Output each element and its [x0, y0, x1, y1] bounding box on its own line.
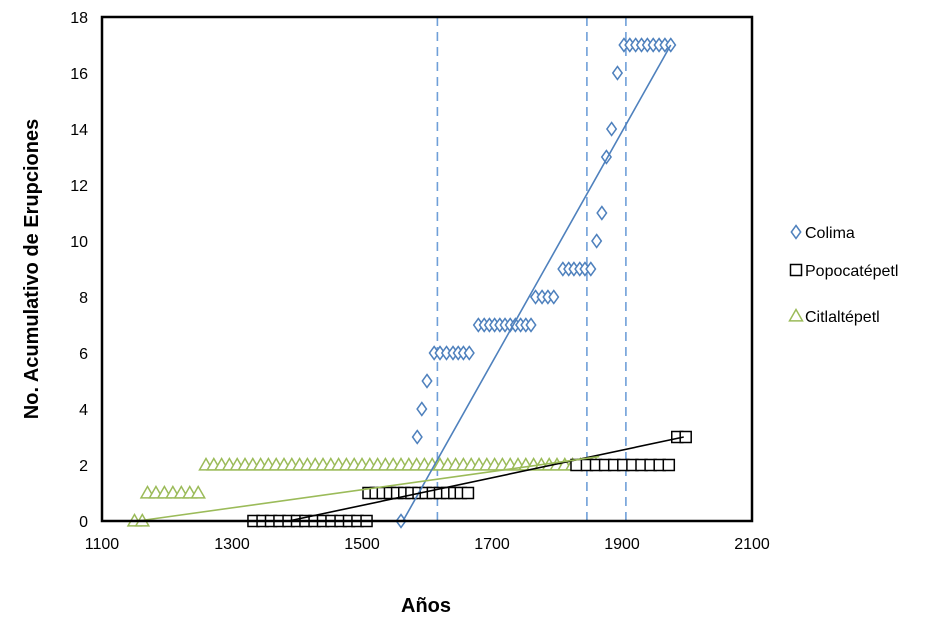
data-point [411, 429, 423, 445]
y-tick-label: 18 [70, 10, 88, 27]
data-point [421, 373, 433, 389]
data-point [461, 486, 475, 500]
x-tick-label: 1300 [214, 536, 250, 553]
trendline [288, 436, 684, 522]
y-tick-label: 0 [79, 514, 88, 531]
data-point [611, 65, 624, 81]
y-tick-label: 16 [70, 66, 88, 83]
legend-label: Colima [805, 225, 855, 242]
trendline [137, 455, 600, 522]
x-axis-title: Años [401, 595, 451, 617]
series-diamond [395, 37, 677, 529]
data-point [548, 289, 560, 305]
y-tick-label: 4 [79, 402, 88, 419]
y-axis-title: No. Acumulativo de Erupciones [21, 119, 43, 419]
x-tick-label: 1900 [604, 536, 640, 553]
data-point [416, 401, 428, 417]
y-tick-label: 2 [79, 458, 88, 475]
legend: Colima Popocatépetl Citlaltépetl [788, 224, 898, 326]
data-point [605, 121, 618, 137]
series-square [247, 430, 692, 528]
data-point [525, 317, 537, 333]
y-tick-label: 12 [70, 178, 88, 195]
legend-marker [788, 307, 804, 322]
data-point [463, 345, 475, 361]
data-point [596, 205, 608, 221]
y-tick-label: 6 [79, 346, 88, 363]
legend-marker [789, 263, 803, 277]
y-tick-label: 10 [70, 234, 88, 251]
legend-marker [790, 224, 802, 240]
x-tick-label: 1100 [85, 536, 120, 553]
series-layer [126, 37, 692, 529]
y-tick-label: 14 [70, 122, 88, 139]
vlines-layer [436, 17, 627, 521]
data-point [591, 233, 603, 249]
ticks-layer: 0 2 4 6 8 10 12 14 16 18 1100 1300 1500 1700 1900 2100 [70, 10, 770, 553]
legend-label: Popocatépetl [805, 263, 898, 280]
data-point [190, 484, 206, 499]
x-tick-label: 1700 [474, 536, 510, 553]
data-point [585, 261, 597, 277]
x-tick-label: 1500 [344, 536, 380, 553]
plot-area-frame [100, 15, 754, 523]
x-tick-label: 2100 [734, 536, 770, 553]
trendline [402, 44, 672, 522]
y-tick-label: 8 [79, 290, 88, 307]
legend-label: Citlaltépetl [805, 309, 880, 326]
data-point [662, 458, 676, 472]
